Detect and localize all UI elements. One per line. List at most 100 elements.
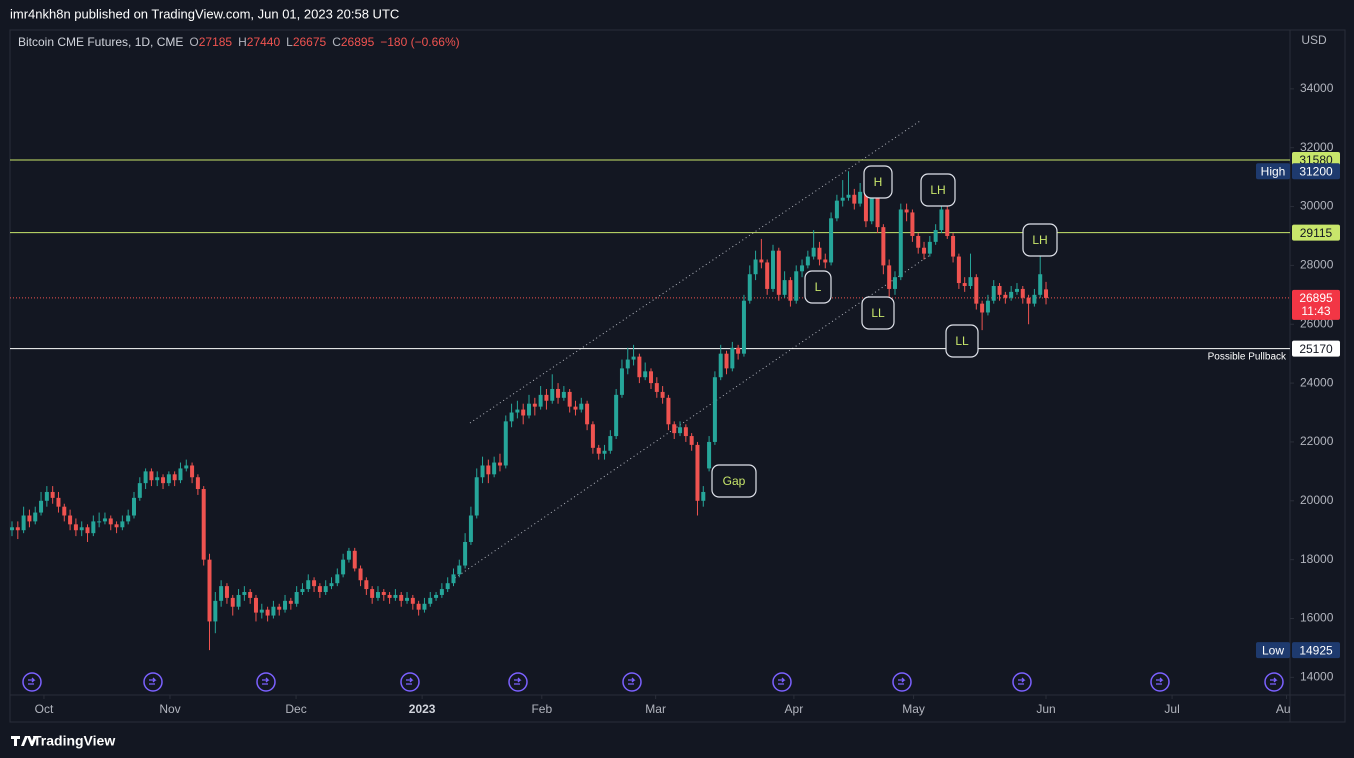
candle-body	[480, 465, 485, 478]
candle-body	[730, 347, 735, 369]
candle-body	[956, 256, 961, 284]
candle-body	[898, 209, 903, 278]
candle-body	[515, 409, 520, 413]
x-tick-label: Feb	[531, 702, 552, 716]
candle-body	[904, 209, 909, 213]
candle-body	[283, 600, 288, 610]
candle-body	[166, 474, 171, 484]
candle-body	[602, 450, 607, 454]
candle-body	[358, 568, 363, 581]
candle-body	[1020, 288, 1025, 298]
candle-body	[892, 277, 897, 289]
candle-body	[840, 197, 845, 201]
o-label: O	[189, 35, 198, 49]
candle-body	[707, 441, 712, 469]
time-axis: Oct Nov Dec 2023 Feb Mar Apr May Jun Jul Aug	[35, 695, 1290, 716]
x-tick-label: Jun	[1036, 702, 1055, 716]
candle-body	[219, 586, 224, 601]
candle-body	[666, 397, 671, 425]
candle-body	[102, 518, 107, 522]
candle-body	[410, 597, 415, 604]
events	[22, 672, 1284, 692]
candle-body	[399, 594, 404, 601]
candle-body	[294, 592, 299, 604]
candle-body	[887, 265, 892, 289]
candle-body	[788, 280, 793, 301]
candle-body	[190, 465, 195, 478]
candle-body	[625, 359, 630, 369]
candle-body	[951, 235, 956, 257]
candle-body	[649, 371, 653, 384]
annotation-label: LH	[1032, 233, 1047, 247]
candle-body	[108, 518, 113, 525]
candle-body	[561, 391, 566, 398]
candle-body	[556, 388, 561, 398]
low-tag	[1256, 642, 1290, 659]
y-tick-label: 34000	[1300, 81, 1334, 95]
candle-body	[974, 277, 979, 304]
candle-body	[248, 592, 253, 598]
candle-body	[1026, 297, 1031, 304]
candle-body	[85, 527, 90, 534]
candle-body	[823, 259, 828, 263]
candle-body	[387, 594, 392, 598]
candle-body	[916, 235, 921, 248]
candle-body	[875, 197, 880, 228]
c-label: C	[332, 35, 341, 49]
candle-body	[985, 300, 990, 313]
candle-body	[352, 550, 357, 569]
candle-body	[503, 421, 508, 466]
candle-body	[997, 285, 1002, 295]
candle-body	[585, 403, 590, 425]
x-tick-label: 2023	[409, 702, 436, 716]
candle-body	[126, 515, 131, 522]
candle-body	[858, 191, 863, 204]
candle-body	[846, 194, 851, 198]
annotation-box	[945, 324, 979, 358]
low: 26675	[293, 35, 327, 49]
level-note: Possible Pullback	[1208, 351, 1287, 362]
candle-body	[375, 592, 380, 598]
candle-body	[579, 403, 584, 410]
candle-body	[288, 600, 293, 604]
y-tick-label: 22000	[1300, 434, 1334, 448]
candle-body	[364, 580, 369, 590]
candle-body	[1003, 294, 1008, 298]
candle-body	[527, 403, 532, 416]
logo	[11, 736, 37, 746]
candle-body	[155, 477, 160, 481]
candle-body	[834, 200, 839, 219]
x-tick-label: Jul	[1164, 702, 1179, 716]
candle-body	[329, 583, 334, 587]
candle-body	[195, 477, 200, 490]
event-arrow	[1018, 677, 1026, 685]
low-value: 14925	[1299, 643, 1333, 657]
candle-body	[939, 209, 944, 231]
candle-body	[370, 589, 375, 598]
candle-body	[869, 197, 874, 222]
event-arrow	[406, 677, 414, 685]
candle-body	[236, 594, 241, 607]
candle-body	[759, 259, 764, 263]
candle-body	[689, 436, 694, 445]
candle-body	[614, 394, 619, 437]
y-tick-label: 26000	[1300, 316, 1334, 330]
x-tick-label: Nov	[159, 702, 180, 716]
candle-body	[33, 512, 38, 522]
close: 26895	[341, 35, 375, 49]
candle-body	[968, 277, 973, 286]
candle-body	[201, 489, 206, 560]
candle-body	[521, 409, 526, 416]
annotation-box	[1022, 223, 1058, 257]
candle-body	[463, 541, 468, 566]
candle-body	[736, 347, 741, 354]
candle-body	[637, 356, 642, 378]
publisher: imr4nkh8n published on TradingView.com, …	[10, 6, 399, 21]
candle-body	[457, 565, 462, 575]
candle-body	[643, 371, 648, 378]
candle-body	[143, 471, 148, 484]
annotation-box	[863, 165, 893, 199]
candle-body	[794, 271, 799, 301]
y-tick-label: 14000	[1300, 670, 1334, 684]
candle-body	[962, 283, 967, 286]
